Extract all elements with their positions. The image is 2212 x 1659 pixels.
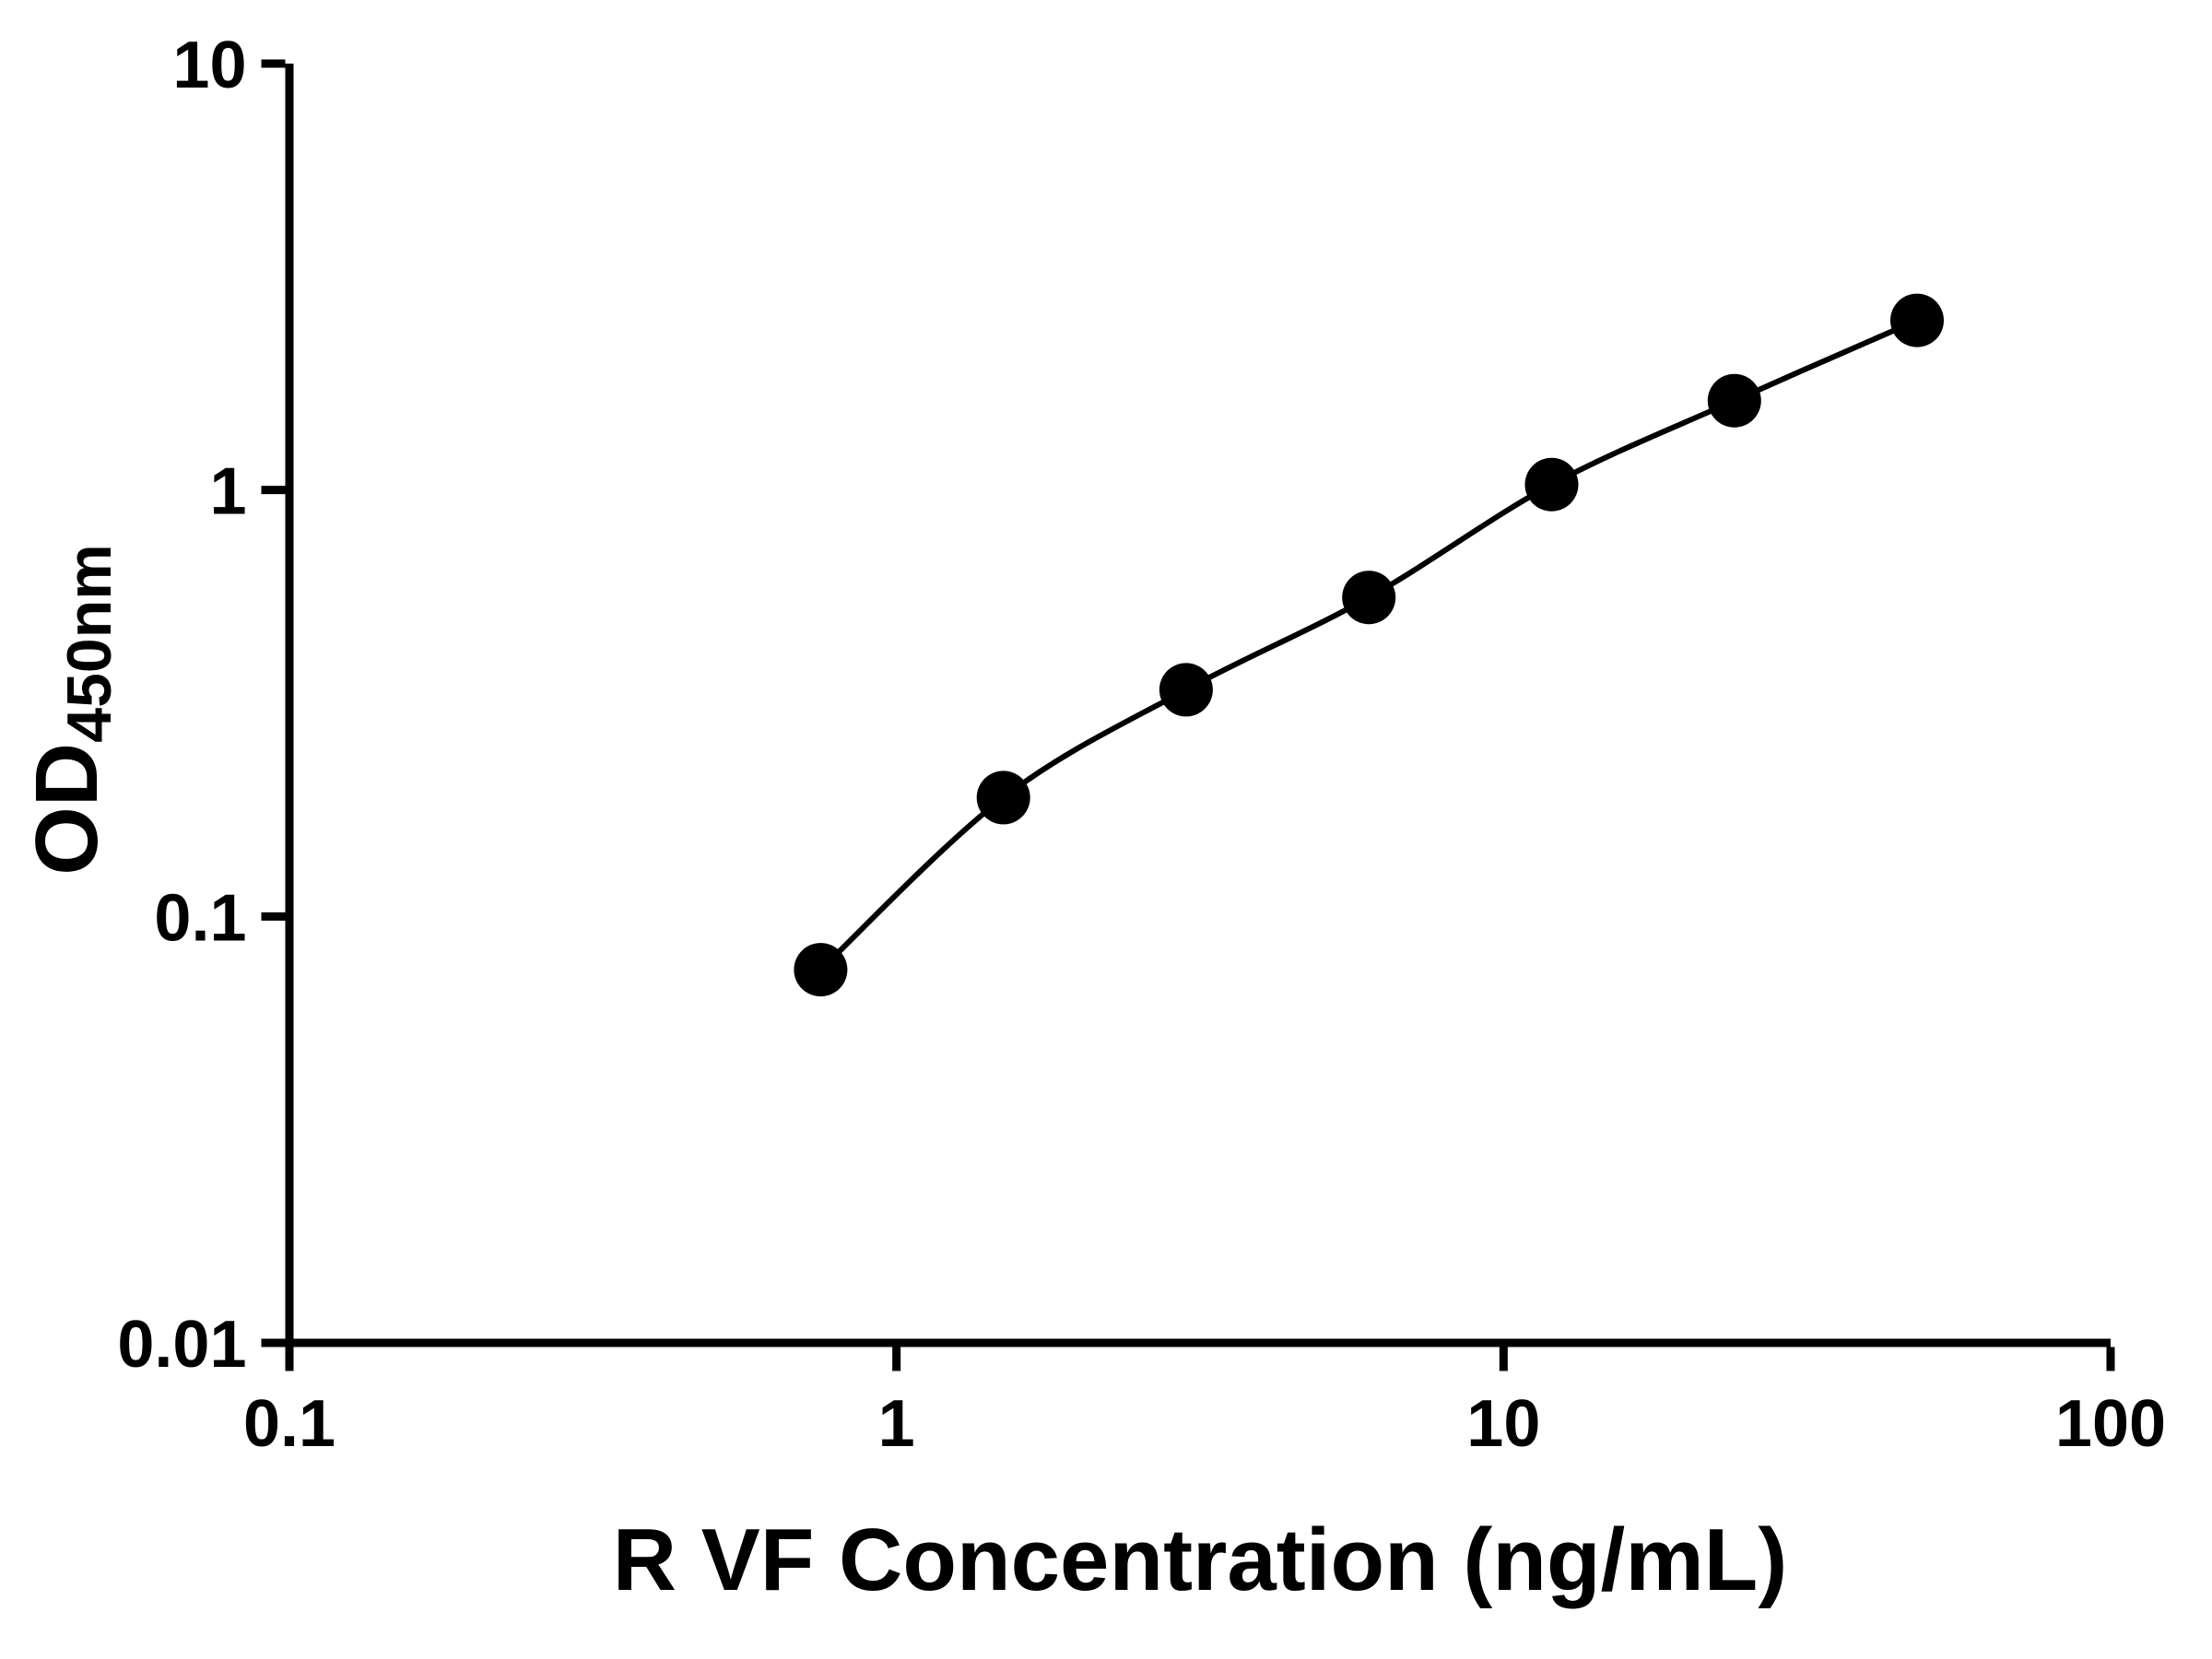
x-tick-label: 0.1	[243, 1387, 335, 1461]
y-tick-label: 10	[172, 29, 246, 102]
y-axis-title: OD450nm	[17, 544, 125, 875]
data-point	[976, 771, 1030, 825]
data-point	[1524, 457, 1579, 512]
x-tick-label: 100	[2055, 1387, 2166, 1461]
data-point	[1890, 293, 1944, 347]
y-tick-label: 1	[209, 455, 246, 529]
x-tick-label: 1	[878, 1387, 915, 1461]
data-point	[1342, 571, 1396, 625]
data-point	[1159, 663, 1213, 717]
data-point	[1707, 373, 1761, 428]
y-tick-label: 0.01	[117, 1308, 246, 1382]
y-axis-title-subscript: 450nm	[53, 544, 124, 743]
data-point	[794, 943, 848, 997]
x-tick-label: 10	[1466, 1387, 1540, 1461]
y-axis-title-main: OD	[18, 742, 117, 876]
x-axis-title: R VF Concentration (ng/mL)	[612, 1511, 1788, 1609]
y-tick-label: 0.1	[154, 881, 246, 955]
